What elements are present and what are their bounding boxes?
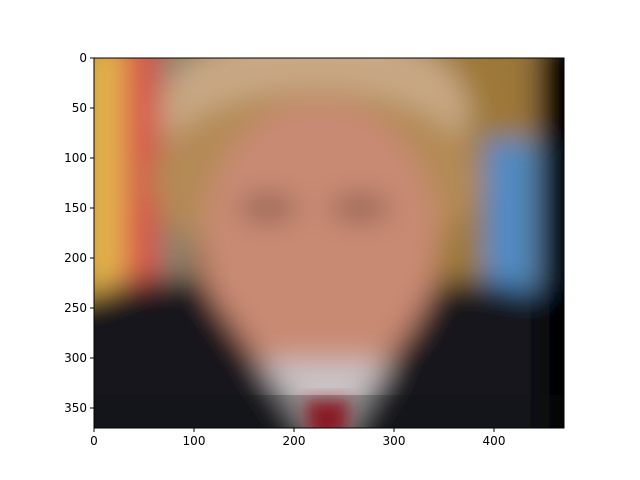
y-tick-label: 50 <box>72 101 87 115</box>
axes-frame <box>93 57 565 429</box>
x-tick-label: 100 <box>183 434 206 448</box>
x-tick-label: 300 <box>383 434 406 448</box>
right-edge-dark <box>540 58 564 428</box>
bottom-shade <box>94 395 564 428</box>
y-tick-label: 300 <box>64 351 87 365</box>
y-tick-label: 200 <box>64 251 87 265</box>
y-tick-label: 100 <box>64 151 87 165</box>
y-axis-ticks: 0 50 100 150 200 250 300 350 <box>64 51 94 415</box>
tie <box>305 400 350 428</box>
x-tick-label: 200 <box>283 434 306 448</box>
y-tick-label: 150 <box>64 201 87 215</box>
x-tick-label: 0 <box>90 434 98 448</box>
flag-yellow <box>94 58 125 300</box>
suit-right <box>349 281 564 428</box>
x-tick-label: 400 <box>483 434 506 448</box>
image-panel <box>94 58 564 428</box>
y-tick-label: 350 <box>64 401 87 415</box>
y-tick-label: 0 <box>79 51 87 65</box>
flag-blue <box>485 140 535 310</box>
face <box>202 100 438 380</box>
x-axis-ticks: 0 100 200 300 400 <box>90 428 505 448</box>
y-tick-label: 250 <box>64 301 87 315</box>
suit-left <box>94 278 307 428</box>
left-eye-shadow <box>238 196 298 220</box>
right-eye-shadow <box>330 196 390 220</box>
